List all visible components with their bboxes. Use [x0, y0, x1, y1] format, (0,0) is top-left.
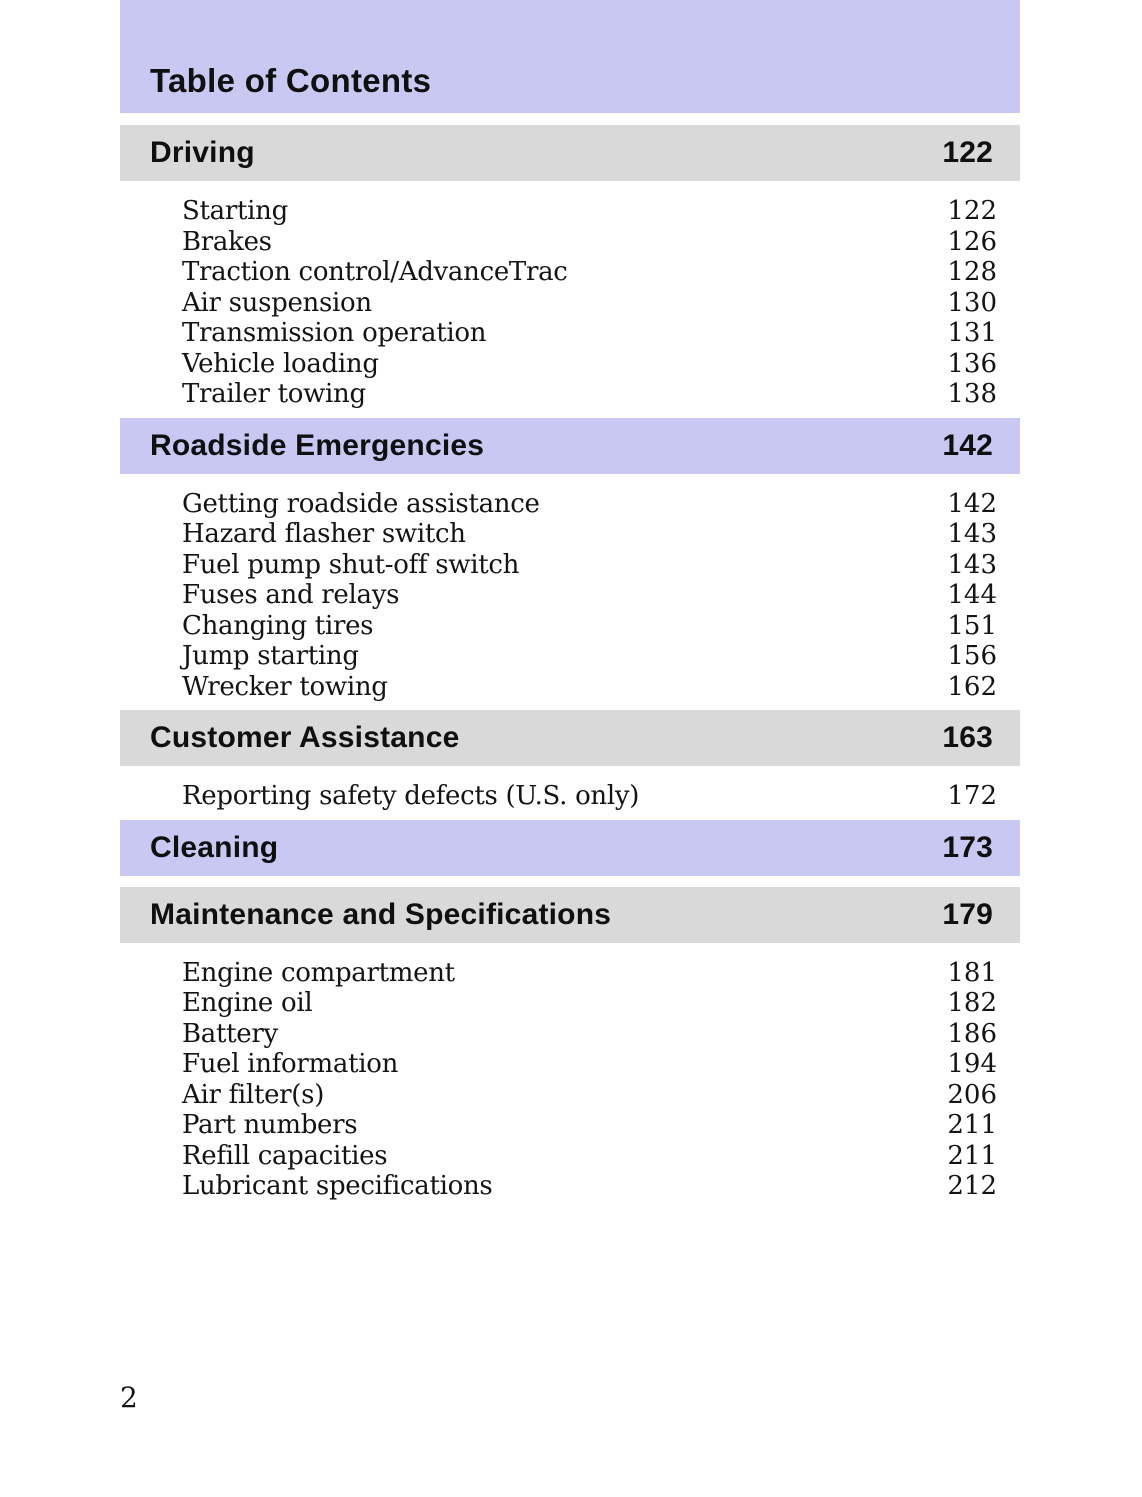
toc-sections: Driving 122 Starting 122 Brakes 126 Trac…	[120, 125, 1020, 1210]
toc-item-label: Fuel pump shut-off switch	[182, 549, 520, 580]
section-title: Roadside Emergencies	[150, 428, 485, 462]
toc-item-page-number: 181	[947, 957, 997, 988]
toc-item: Wrecker towing 162	[182, 672, 997, 703]
toc-item: Air suspension 130	[182, 288, 997, 319]
toc-item-label: Trailer towing	[182, 379, 366, 409]
section: Roadside Emergencies 142 Getting roadsid…	[120, 417, 1020, 711]
toc-item-label: Engine compartment	[182, 957, 455, 988]
section-page-number: 173	[942, 830, 993, 864]
toc-item: Battery 186	[182, 1019, 997, 1050]
toc-item-page-number: 122	[947, 196, 997, 226]
toc-item: Lubricant specifications 212	[182, 1171, 997, 1202]
toc-item-label: Fuses and relays	[182, 580, 400, 610]
toc-item: Changing tires 151	[182, 611, 997, 642]
section-title: Driving	[150, 136, 255, 169]
section-header-bar: Maintenance and Specifications 179	[120, 886, 1020, 943]
section-page-number: 122	[942, 136, 993, 169]
toc-item-page-number: 151	[947, 610, 997, 641]
toc-item-label: Engine oil	[182, 988, 313, 1018]
section: Cleaning 173	[120, 819, 1020, 876]
toc-item-label: Air suspension	[182, 287, 372, 318]
toc-item: Fuel pump shut-off switch 143	[182, 550, 997, 581]
section-items: Getting roadside assistance 142 Hazard f…	[120, 474, 1020, 711]
toc-item-label: Traction control/AdvanceTrac	[182, 257, 568, 287]
toc-item-page-number: 144	[947, 580, 997, 610]
toc-item: Brakes 126	[182, 227, 997, 258]
toc-item-page-number: 143	[947, 549, 997, 580]
section-title: Cleaning	[150, 830, 279, 864]
toc-banner: Table of Contents	[120, 0, 1020, 113]
toc-item-label: Getting roadside assistance	[182, 488, 540, 519]
toc-item: Getting roadside assistance 142	[182, 489, 997, 520]
toc-item: Jump starting 156	[182, 641, 997, 672]
toc-item: Hazard flasher switch 143	[182, 519, 997, 550]
toc-item-page-number: 211	[947, 1110, 997, 1140]
section-page-number: 179	[942, 897, 993, 931]
toc-item-page-number: 182	[947, 988, 997, 1018]
toc-item-page-number: 156	[947, 641, 997, 671]
toc-item: Fuses and relays 144	[182, 580, 997, 611]
section-header-bar: Customer Assistance 163	[120, 710, 1020, 766]
toc-item: Reporting safety defects (U.S. only) 172	[182, 781, 997, 812]
toc-item: Traction control/AdvanceTrac 128	[182, 257, 997, 288]
toc-item-page-number: 128	[947, 257, 997, 287]
toc-item-page-number: 212	[947, 1171, 997, 1201]
section-title: Customer Assistance	[150, 721, 460, 754]
toc-item: Fuel information 194	[182, 1049, 997, 1080]
section-title: Maintenance and Specifications	[150, 897, 612, 931]
toc-item: Part numbers 211	[182, 1110, 997, 1141]
toc-item-page-number: 142	[947, 488, 997, 519]
toc-item: Trailer towing 138	[182, 379, 997, 410]
toc-item: Air filter(s) 206	[182, 1080, 997, 1111]
toc-item: Vehicle loading 136	[182, 349, 997, 380]
toc-item-label: Changing tires	[182, 610, 374, 641]
section-items: Starting 122 Brakes 126 Traction control…	[120, 181, 1020, 418]
section-items: Reporting safety defects (U.S. only) 172	[120, 766, 1020, 820]
toc-item-label: Refill capacities	[182, 1140, 388, 1171]
toc-item-label: Fuel information	[182, 1049, 399, 1079]
toc-item-page-number: 126	[947, 226, 997, 257]
toc-content: Table of Contents Driving 122 Starting 1…	[120, 0, 1020, 1210]
toc-item-label: Vehicle loading	[182, 348, 379, 379]
toc-item-label: Starting	[182, 196, 288, 226]
footer-page-number: 2	[120, 1381, 138, 1414]
section-items: Engine compartment 181 Engine oil 182 Ba…	[120, 943, 1020, 1210]
toc-item: Engine oil 182	[182, 988, 997, 1019]
toc-item-page-number: 131	[947, 318, 997, 348]
toc-item-page-number: 211	[947, 1140, 997, 1171]
toc-item-label: Hazard flasher switch	[182, 519, 466, 549]
toc-item-page-number: 130	[947, 287, 997, 318]
toc-item-page-number: 186	[947, 1018, 997, 1049]
toc-item-page-number: 206	[947, 1079, 997, 1110]
toc-item-page-number: 138	[947, 379, 997, 409]
section: Maintenance and Specifications 179 Engin…	[120, 886, 1020, 1210]
toc-item: Transmission operation 131	[182, 318, 997, 349]
toc-item-label: Battery	[182, 1018, 278, 1049]
toc-item-label: Lubricant specifications	[182, 1171, 493, 1201]
toc-item-label: Air filter(s)	[182, 1079, 325, 1110]
section: Driving 122 Starting 122 Brakes 126 Trac…	[120, 125, 1020, 418]
section-page-number: 142	[942, 428, 993, 462]
toc-item-label: Jump starting	[182, 641, 359, 671]
toc-item-label: Transmission operation	[182, 318, 487, 348]
toc-item-label: Part numbers	[182, 1110, 358, 1140]
toc-item: Starting 122	[182, 196, 997, 227]
toc-item: Refill capacities 211	[182, 1141, 997, 1172]
section-header-bar: Cleaning 173	[120, 819, 1020, 876]
section: Customer Assistance 163 Reporting safety…	[120, 710, 1020, 820]
section-page-number: 163	[942, 721, 993, 754]
toc-item: Engine compartment 181	[182, 958, 997, 989]
toc-item-page-number: 172	[947, 781, 997, 811]
section-header-bar: Roadside Emergencies 142	[120, 417, 1020, 474]
section-header-bar: Driving 122	[120, 125, 1020, 181]
toc-item-page-number: 194	[947, 1049, 997, 1079]
toc-item-label: Reporting safety defects (U.S. only)	[182, 781, 640, 811]
toc-item-page-number: 143	[947, 519, 997, 549]
page-title: Table of Contents	[150, 62, 432, 99]
toc-item-label: Brakes	[182, 226, 272, 257]
toc-item-label: Wrecker towing	[182, 671, 388, 702]
toc-item-page-number: 162	[947, 671, 997, 702]
toc-item-page-number: 136	[947, 348, 997, 379]
